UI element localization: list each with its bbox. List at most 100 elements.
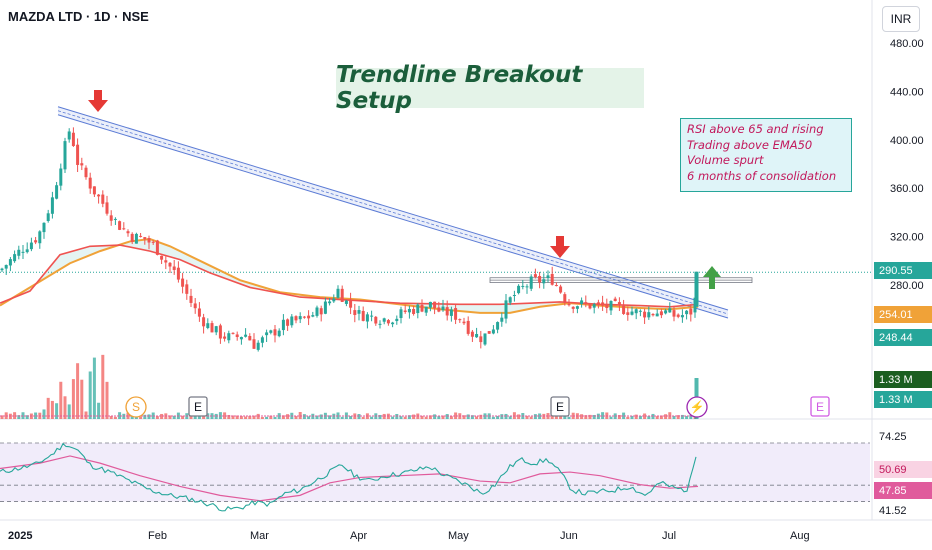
down-arrow-icon bbox=[88, 90, 108, 112]
candle-body bbox=[580, 300, 584, 304]
candle-body bbox=[412, 309, 416, 314]
candle-body bbox=[659, 311, 663, 316]
volume-bar bbox=[567, 416, 571, 419]
candle-body bbox=[71, 132, 75, 146]
candle-body bbox=[689, 308, 693, 315]
rsi-level-tag: 41.52 bbox=[874, 502, 932, 519]
candle-body bbox=[407, 308, 411, 313]
candle-body bbox=[441, 306, 445, 311]
candle-body bbox=[391, 322, 395, 325]
candle-body bbox=[160, 255, 164, 260]
candle-body bbox=[256, 342, 260, 350]
candle-body bbox=[181, 278, 185, 287]
candle-body bbox=[638, 310, 642, 312]
volume-bar bbox=[55, 403, 59, 419]
candle-body bbox=[4, 265, 8, 269]
volume-bar bbox=[664, 414, 668, 419]
candle-body bbox=[105, 202, 109, 214]
currency-button[interactable]: INR bbox=[882, 6, 920, 32]
candle-body bbox=[113, 218, 117, 220]
time-tick-label: 2025 bbox=[8, 530, 32, 542]
candle-body bbox=[357, 310, 361, 314]
candle-body bbox=[206, 323, 210, 328]
volume-bar bbox=[617, 414, 621, 419]
candle-body bbox=[21, 251, 25, 253]
candle-body bbox=[265, 332, 269, 336]
rsi-band bbox=[0, 443, 870, 502]
rsi-ma-tag: 50.69 bbox=[874, 461, 932, 478]
candle-body bbox=[428, 301, 432, 308]
volume-bar bbox=[601, 412, 605, 419]
volume-bar bbox=[420, 415, 424, 419]
volume-bar bbox=[491, 416, 495, 419]
candle-body bbox=[29, 242, 33, 250]
volume-bar bbox=[588, 414, 592, 419]
volume-bar bbox=[437, 416, 441, 419]
candle-body bbox=[584, 302, 588, 304]
candle-body bbox=[109, 215, 113, 221]
candle-body bbox=[353, 310, 357, 315]
ema-slow-price-tag: 254.01 bbox=[874, 306, 932, 323]
candle-body bbox=[193, 303, 197, 309]
candle-body bbox=[46, 213, 50, 221]
volume-bar bbox=[181, 415, 185, 419]
time-tick-label: May bbox=[448, 530, 469, 542]
event-marker-label: S bbox=[132, 400, 140, 414]
candle-body bbox=[622, 305, 626, 314]
ema-slow-line bbox=[0, 237, 699, 314]
candle-body bbox=[466, 320, 470, 334]
candle-body bbox=[302, 316, 306, 318]
candle-body bbox=[680, 315, 684, 318]
volume-bar bbox=[328, 415, 332, 419]
volume-bar bbox=[92, 357, 96, 419]
event-marker-label: E bbox=[556, 400, 564, 414]
candle-body bbox=[88, 177, 92, 189]
candle-body bbox=[382, 318, 386, 322]
volume-bar bbox=[155, 416, 159, 419]
event-marker-label: E bbox=[194, 400, 202, 414]
volume-bar bbox=[689, 414, 693, 419]
candle-body bbox=[550, 273, 554, 285]
volume-bar bbox=[643, 413, 647, 419]
candle-body bbox=[395, 318, 399, 322]
volume-bar bbox=[294, 416, 298, 419]
volume-bar bbox=[525, 415, 529, 419]
volume-bar bbox=[80, 379, 84, 419]
candle-body bbox=[445, 307, 449, 316]
volume-bar bbox=[508, 416, 512, 419]
volume-bar bbox=[676, 415, 680, 419]
ema-fast-line bbox=[0, 244, 699, 308]
volume-bar bbox=[46, 397, 50, 419]
candle-body bbox=[617, 302, 621, 305]
criteria-line: Trading above EMA50 bbox=[687, 137, 813, 152]
candle-body bbox=[626, 312, 630, 315]
volume-bar bbox=[286, 414, 290, 419]
candle-body bbox=[252, 339, 256, 349]
candle-body bbox=[496, 322, 500, 330]
volume-bar bbox=[269, 415, 273, 419]
volume-bar bbox=[17, 415, 21, 419]
volume-bar bbox=[454, 412, 458, 419]
candle-body bbox=[538, 275, 542, 283]
candle-body bbox=[575, 306, 579, 309]
volume-bar bbox=[609, 416, 613, 419]
volume-bar bbox=[500, 414, 504, 419]
volume-bar bbox=[50, 400, 54, 419]
volume-bar bbox=[0, 415, 4, 419]
candle-body bbox=[290, 316, 294, 326]
volume-bar bbox=[349, 416, 353, 419]
candle-body bbox=[197, 308, 201, 317]
volume-bar bbox=[315, 415, 319, 419]
candle-body bbox=[0, 268, 4, 271]
volume-bar bbox=[403, 416, 407, 419]
candle-body bbox=[361, 310, 365, 321]
event-marker bbox=[810, 396, 830, 417]
volume-bar bbox=[399, 416, 403, 419]
rsi-line bbox=[0, 442, 697, 512]
volume-bar bbox=[67, 404, 71, 419]
candle-body bbox=[340, 288, 344, 302]
volume-bar bbox=[630, 415, 634, 419]
candle-body bbox=[42, 222, 46, 233]
volume-bar bbox=[42, 409, 46, 419]
